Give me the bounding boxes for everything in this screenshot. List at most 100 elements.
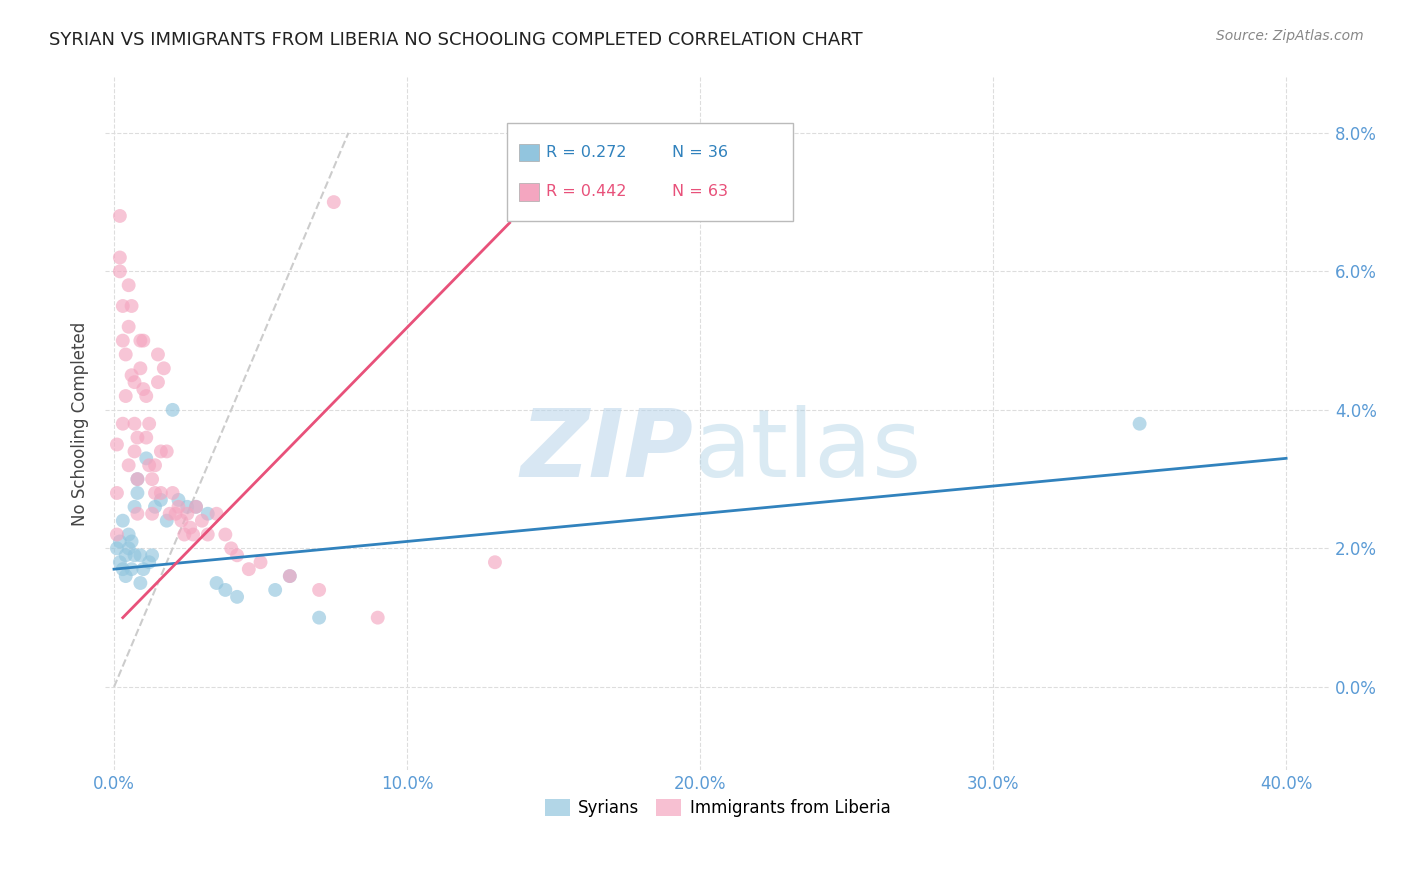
Point bbox=[127, 472, 149, 486]
Point bbox=[118, 319, 141, 334]
Point bbox=[165, 507, 187, 521]
Text: R = 0.272: R = 0.272 bbox=[546, 145, 627, 161]
Point bbox=[118, 541, 141, 556]
Point bbox=[141, 472, 163, 486]
Point bbox=[173, 527, 195, 541]
Point bbox=[167, 492, 190, 507]
Point bbox=[124, 500, 146, 514]
Point bbox=[111, 299, 134, 313]
Point bbox=[114, 549, 136, 563]
Point bbox=[118, 278, 141, 293]
Text: Source: ZipAtlas.com: Source: ZipAtlas.com bbox=[1216, 29, 1364, 43]
Point bbox=[105, 486, 128, 500]
Point bbox=[143, 458, 166, 473]
Point bbox=[105, 541, 128, 556]
Point bbox=[197, 527, 219, 541]
Text: R = 0.442: R = 0.442 bbox=[546, 185, 627, 200]
Point bbox=[111, 334, 134, 348]
Text: N = 63: N = 63 bbox=[672, 185, 727, 200]
Point bbox=[167, 500, 190, 514]
Point bbox=[111, 417, 134, 431]
Point bbox=[129, 549, 152, 563]
Point bbox=[179, 520, 201, 534]
Point bbox=[146, 375, 169, 389]
Point bbox=[367, 610, 389, 624]
Point bbox=[181, 527, 204, 541]
Point bbox=[132, 382, 155, 396]
Point bbox=[226, 590, 249, 604]
Point bbox=[278, 569, 301, 583]
Point bbox=[127, 472, 149, 486]
Point bbox=[124, 417, 146, 431]
Point bbox=[105, 527, 128, 541]
Point bbox=[138, 458, 160, 473]
Text: atlas: atlas bbox=[693, 406, 921, 498]
Point bbox=[176, 507, 198, 521]
Point bbox=[278, 569, 301, 583]
Point bbox=[135, 431, 157, 445]
Text: ZIP: ZIP bbox=[520, 406, 693, 498]
Point bbox=[156, 514, 179, 528]
Point bbox=[226, 549, 249, 563]
Point bbox=[219, 541, 242, 556]
Point bbox=[143, 486, 166, 500]
Point bbox=[132, 334, 155, 348]
Point bbox=[108, 251, 131, 265]
Point bbox=[127, 431, 149, 445]
Point bbox=[205, 576, 228, 591]
Point bbox=[135, 451, 157, 466]
Point bbox=[111, 562, 134, 576]
Point bbox=[322, 195, 344, 210]
Point bbox=[191, 514, 214, 528]
Y-axis label: No Schooling Completed: No Schooling Completed bbox=[72, 322, 89, 526]
Point bbox=[141, 507, 163, 521]
Point bbox=[132, 562, 155, 576]
Point bbox=[129, 361, 152, 376]
Point bbox=[114, 569, 136, 583]
Legend: Syrians, Immigrants from Liberia: Syrians, Immigrants from Liberia bbox=[538, 792, 897, 824]
Point bbox=[135, 389, 157, 403]
Point bbox=[138, 417, 160, 431]
Point bbox=[162, 486, 184, 500]
Point bbox=[1129, 417, 1152, 431]
Point bbox=[249, 555, 271, 569]
Point bbox=[484, 555, 506, 569]
Point bbox=[121, 562, 143, 576]
Point bbox=[121, 299, 143, 313]
Point bbox=[121, 534, 143, 549]
Point bbox=[184, 500, 207, 514]
Point bbox=[143, 500, 166, 514]
Point bbox=[108, 555, 131, 569]
Point bbox=[111, 514, 134, 528]
Point bbox=[214, 582, 236, 597]
Point bbox=[127, 507, 149, 521]
Point bbox=[153, 361, 176, 376]
Point bbox=[108, 209, 131, 223]
Point bbox=[114, 389, 136, 403]
Point bbox=[105, 437, 128, 451]
Point bbox=[156, 444, 179, 458]
Point bbox=[149, 444, 172, 458]
Text: SYRIAN VS IMMIGRANTS FROM LIBERIA NO SCHOOLING COMPLETED CORRELATION CHART: SYRIAN VS IMMIGRANTS FROM LIBERIA NO SCH… bbox=[49, 31, 863, 49]
Point bbox=[108, 264, 131, 278]
Point bbox=[149, 486, 172, 500]
Point bbox=[170, 514, 193, 528]
Point bbox=[162, 402, 184, 417]
Text: N = 36: N = 36 bbox=[672, 145, 727, 161]
Point bbox=[127, 486, 149, 500]
Point bbox=[197, 507, 219, 521]
Point bbox=[149, 492, 172, 507]
Point bbox=[129, 334, 152, 348]
Point bbox=[124, 549, 146, 563]
Point bbox=[146, 347, 169, 361]
Point bbox=[159, 507, 181, 521]
Point bbox=[308, 610, 330, 624]
Point bbox=[124, 375, 146, 389]
Point bbox=[184, 500, 207, 514]
Point bbox=[176, 500, 198, 514]
Point bbox=[118, 527, 141, 541]
Point bbox=[214, 527, 236, 541]
Point bbox=[108, 534, 131, 549]
Point bbox=[238, 562, 260, 576]
Point bbox=[308, 582, 330, 597]
